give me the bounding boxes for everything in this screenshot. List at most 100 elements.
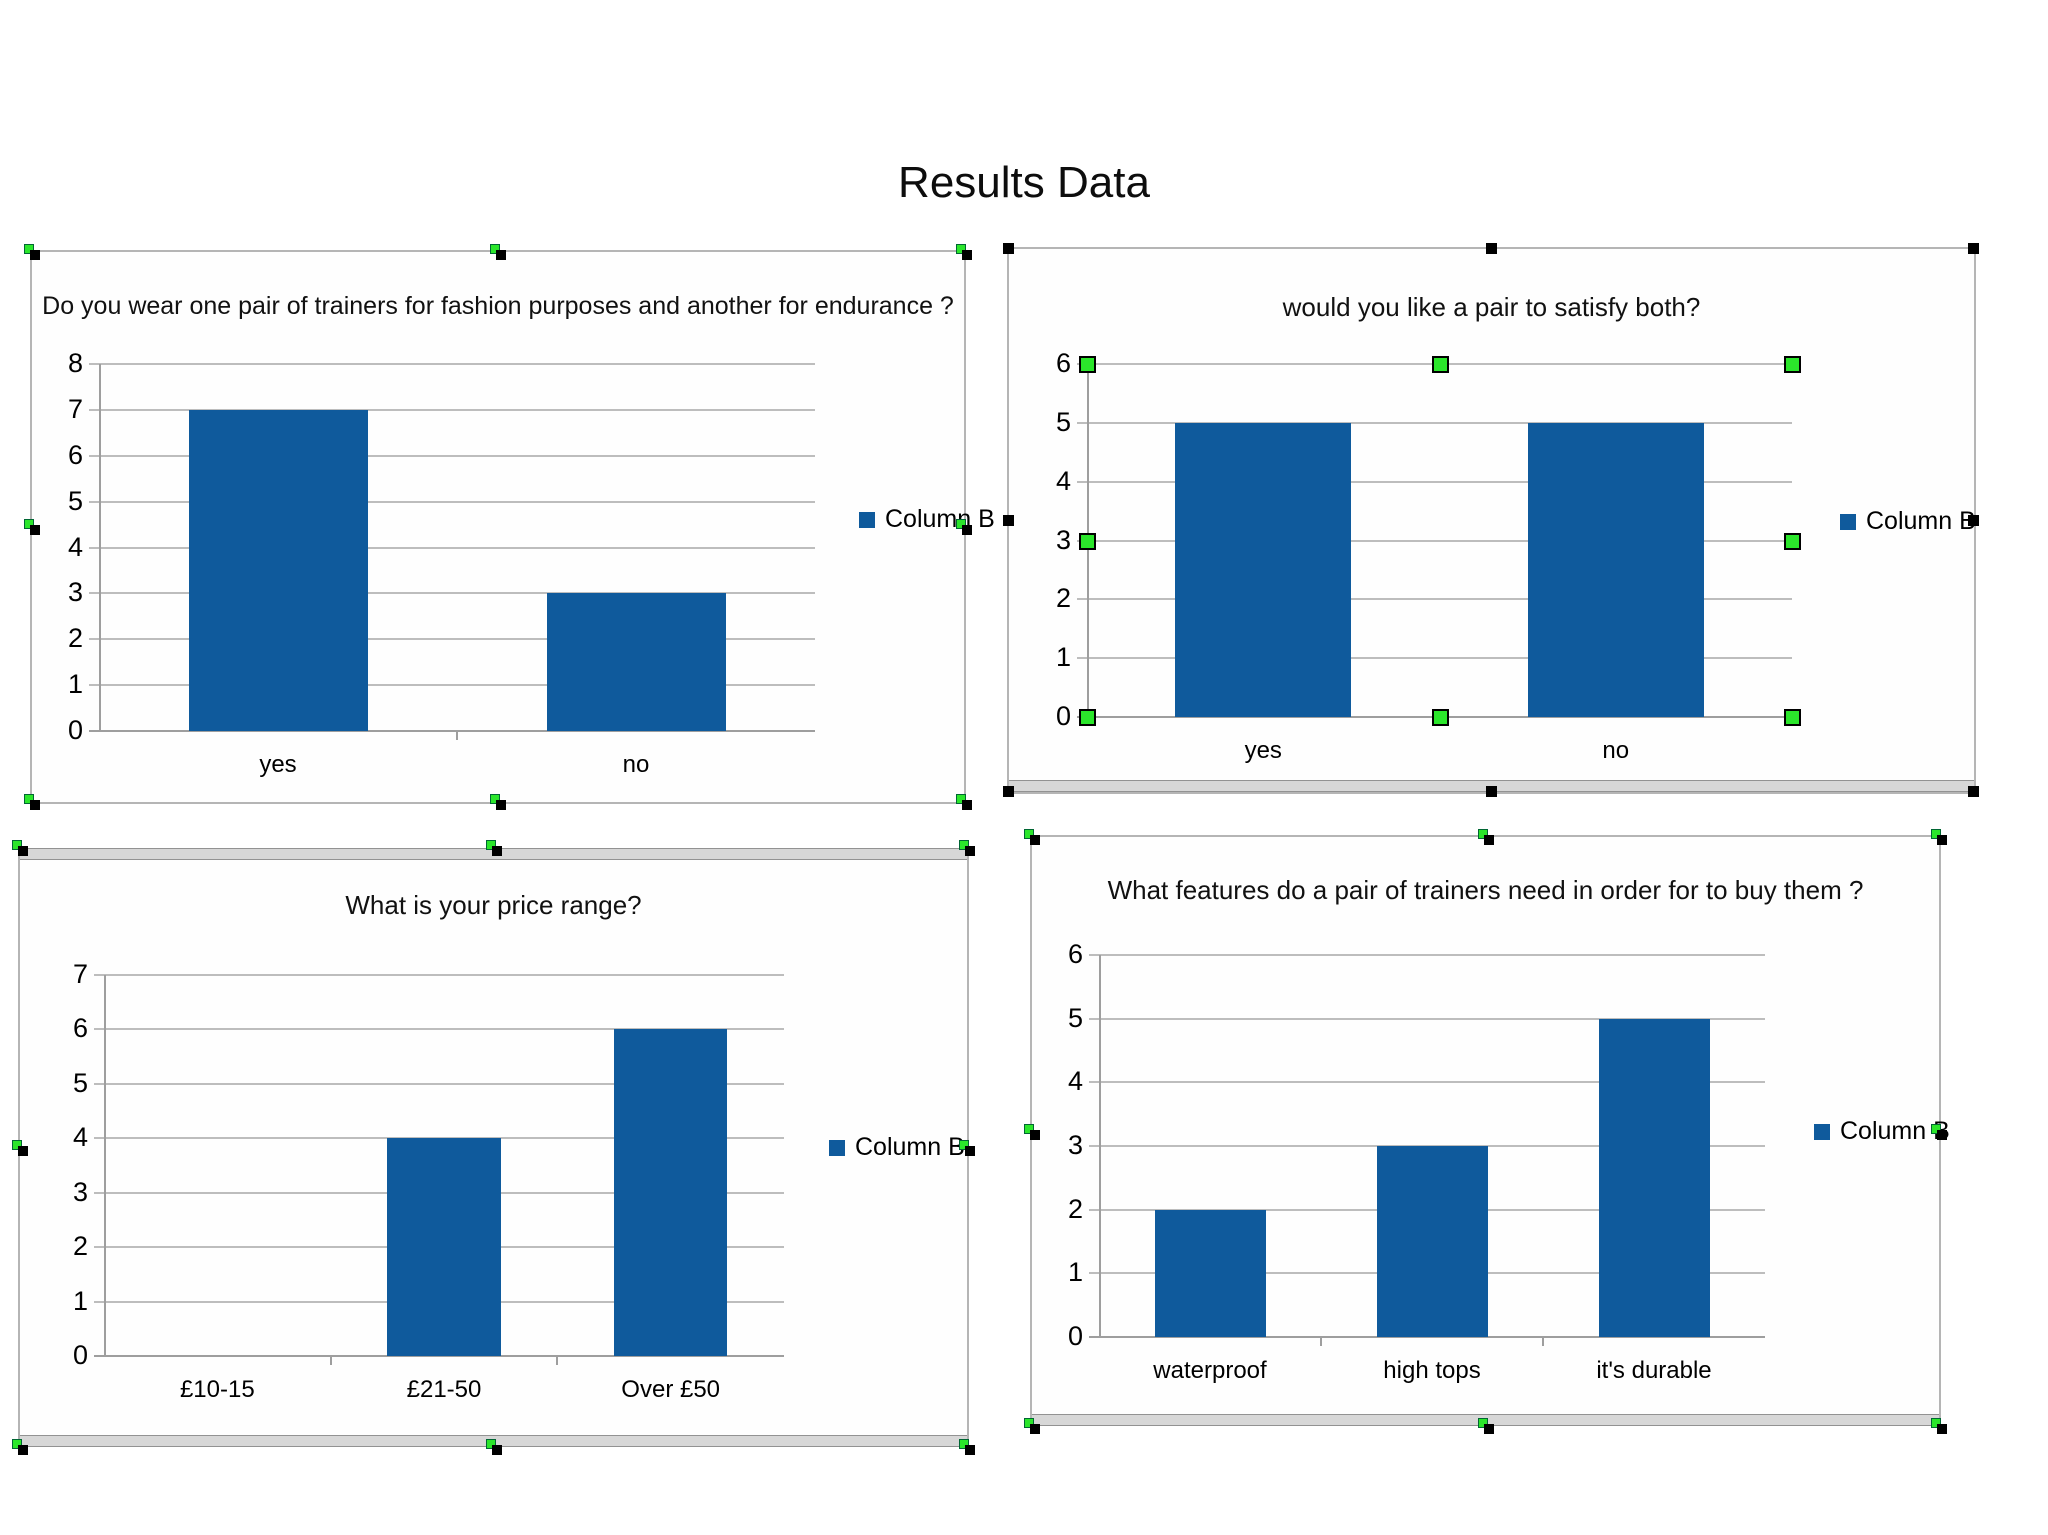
handle-green-dot — [485, 1439, 496, 1449]
selection-handle[interactable] — [1485, 243, 1497, 254]
y-tick-label: 3 — [1067, 1130, 1083, 1160]
gridline — [1077, 421, 1792, 424]
bar-yes — [188, 409, 368, 731]
handle-black-square — [30, 525, 40, 535]
y-tick-label: 3 — [67, 577, 83, 608]
y-tick-label: 3 — [72, 1176, 88, 1207]
chart-needed-features[interactable]: What features do a pair of trainers need… — [1024, 829, 1950, 1434]
handle-black-square — [965, 846, 975, 856]
handle-black-square — [30, 800, 40, 810]
legend-swatch — [829, 1139, 845, 1156]
gridline — [94, 1028, 784, 1031]
selection-handle[interactable] — [1968, 786, 1979, 797]
selection-handle[interactable] — [1485, 786, 1497, 797]
handle-black-square — [1937, 1129, 1947, 1140]
y-tick-label: 0 — [72, 1340, 88, 1370]
plot-selection-handle[interactable] — [1431, 709, 1449, 726]
selection-handle[interactable] — [959, 1439, 975, 1455]
category-label: yes — [259, 751, 297, 778]
plot-selection-handle[interactable] — [1784, 356, 1801, 373]
selection-handle[interactable] — [24, 794, 40, 810]
plot-selection-handle[interactable] — [1079, 532, 1096, 550]
selection-handle[interactable] — [24, 244, 40, 260]
gridline — [89, 363, 815, 365]
y-tick-label: 1 — [1067, 1257, 1083, 1288]
plot-selection-handle[interactable] — [1784, 532, 1801, 550]
handle-green-dot — [1477, 1418, 1488, 1428]
gridline — [1089, 1336, 1765, 1338]
handle-green-dot — [12, 840, 22, 850]
plot-area: 0 1 2 3 4 5 6 yes no — [1056, 348, 1792, 764]
selection-handle[interactable] — [1024, 1123, 1040, 1140]
bar-no — [546, 593, 726, 731]
chart-title: What is your price range? — [345, 890, 642, 920]
selection-handle[interactable] — [12, 840, 28, 856]
selection-handle[interactable] — [1931, 1418, 1947, 1434]
y-tick-label: 6 — [67, 439, 83, 470]
handle-green-dot — [490, 794, 500, 804]
selection-handle[interactable] — [1477, 829, 1494, 845]
gridline — [89, 454, 815, 457]
selection-handle[interactable] — [1968, 243, 1979, 254]
handle-black-square — [496, 250, 506, 260]
selection-handle[interactable] — [1968, 514, 1979, 526]
selection-handle[interactable] — [12, 1139, 28, 1156]
selection-handle[interactable] — [1931, 829, 1947, 845]
chart-price-range[interactable]: What is your price range? Column B 0 1 2 3 4… — [12, 840, 975, 1455]
category-label: yes — [1244, 737, 1282, 764]
gridline — [89, 592, 815, 595]
selection-handle[interactable] — [956, 244, 972, 260]
y-tick-label: 2 — [67, 623, 83, 654]
selection-handle[interactable] — [1003, 514, 1014, 526]
plot-selection-handle[interactable] — [1079, 356, 1096, 373]
handle-green-dot — [956, 244, 966, 254]
plot-area: 0 1 2 3 4 5 6 7 £10-15 £21-50 Over £50 — [73, 959, 784, 1403]
selection-handle[interactable] — [959, 840, 975, 856]
plot-selection-handle[interactable] — [1784, 709, 1801, 726]
handle-green-dot — [24, 519, 34, 529]
gridline — [89, 684, 815, 687]
bar--21-50 — [387, 1138, 501, 1356]
selection-handle[interactable] — [490, 794, 506, 810]
y-tick-label: 4 — [67, 531, 83, 562]
selection-handle[interactable] — [485, 1439, 502, 1455]
chart-satisfy-both[interactable]: would you like a pair to satisfy both? C… — [1003, 243, 1979, 797]
plot-selection-handle[interactable] — [1431, 356, 1449, 373]
y-tick-label: 2 — [72, 1231, 88, 1262]
bar-over-50 — [614, 1029, 728, 1356]
selection-handle[interactable] — [1003, 786, 1014, 797]
selection-handle[interactable] — [1931, 1123, 1947, 1140]
selection-handle[interactable] — [1024, 1418, 1040, 1434]
selection-handle[interactable] — [24, 519, 40, 535]
x-axis-tick — [556, 1356, 559, 1365]
selection-handle[interactable] — [959, 1139, 975, 1156]
selection-handle[interactable] — [956, 794, 972, 810]
selection-handle[interactable] — [485, 840, 502, 856]
selection-handle[interactable] — [1003, 243, 1014, 254]
selection-handle[interactable] — [1477, 1418, 1494, 1434]
y-tick-label: 2 — [1055, 583, 1071, 614]
y-tick-label: 5 — [72, 1067, 88, 1098]
bar-high-tops — [1376, 1146, 1488, 1337]
handle-green-dot — [1024, 1418, 1034, 1428]
x-axis-tick — [329, 1356, 332, 1365]
selection-handle[interactable] — [490, 244, 506, 260]
category-label: no — [1602, 737, 1630, 764]
selection-handle[interactable] — [12, 1439, 28, 1455]
y-tick-label: 5 — [67, 485, 83, 516]
handle-black-square — [1937, 835, 1947, 845]
selection-handle[interactable] — [956, 519, 972, 535]
chart-fashion-vs-endurance[interactable]: Do you wear one pair of trainers for fas… — [24, 244, 995, 810]
y-axis-line — [99, 364, 101, 731]
plot-area: 0 1 2 3 4 5 6 7 8 yes no — [68, 348, 815, 778]
plot-selection-handle[interactable] — [1079, 709, 1096, 726]
gridline — [1077, 480, 1792, 483]
y-tick-label: 4 — [1055, 465, 1071, 496]
y-tick-label: 3 — [1055, 524, 1071, 555]
selection-handle[interactable] — [1024, 829, 1040, 845]
legend-label: Column B — [855, 1133, 965, 1161]
gridline — [94, 1355, 784, 1357]
y-tick-label: 4 — [72, 1122, 88, 1153]
y-axis-line — [1099, 955, 1101, 1337]
handle-black-square — [18, 1445, 28, 1455]
